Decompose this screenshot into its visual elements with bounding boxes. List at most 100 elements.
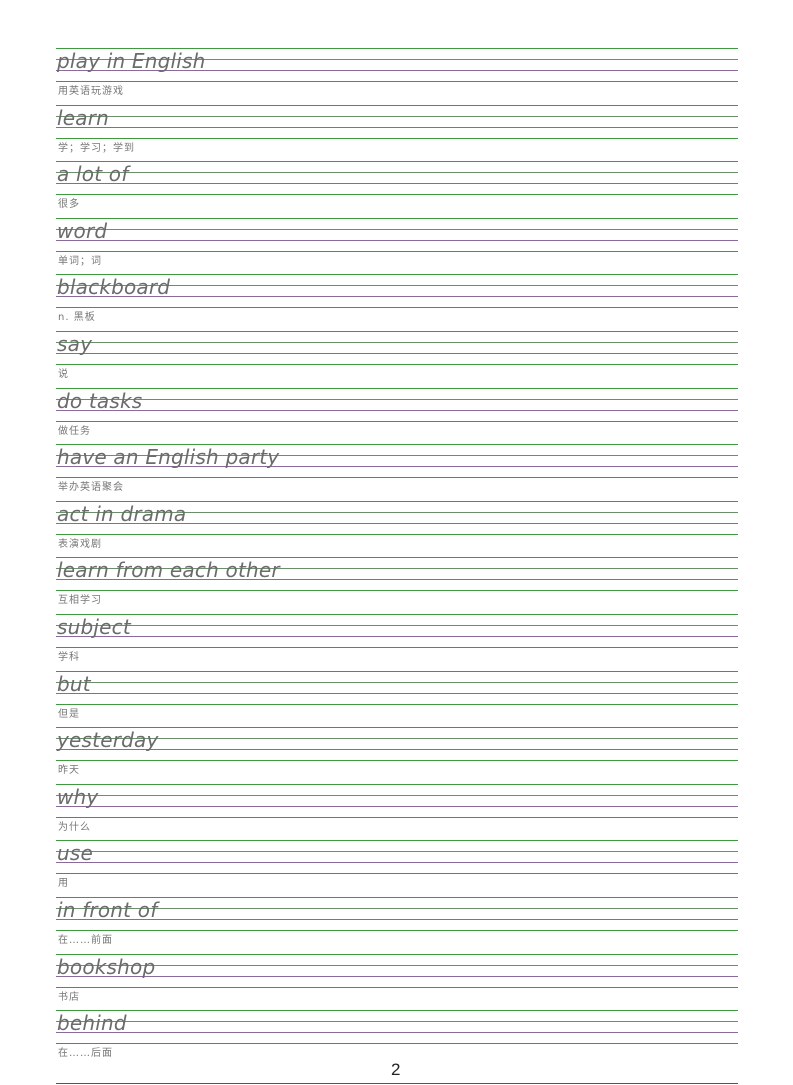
chinese-meaning: 昨天 (58, 765, 80, 777)
writing-guide-line (56, 59, 738, 60)
vocab-entry: subject 学科 (56, 614, 738, 671)
writing-guide-line (56, 70, 738, 71)
writing-guide-line (56, 840, 738, 842)
writing-guide-line (56, 557, 738, 559)
writing-guide-line (56, 816, 738, 818)
writing-guide-line (56, 727, 738, 729)
english-term: learn from each other (57, 558, 280, 583)
writing-guide-line (56, 126, 738, 128)
writing-guide-line (56, 579, 738, 581)
bottom-divider (56, 1083, 738, 1084)
writing-guide-line (56, 873, 738, 875)
writing-guide-line (56, 975, 738, 977)
chinese-meaning: 做任务 (58, 425, 91, 437)
writing-guide-line (56, 930, 738, 931)
english-term: use (57, 841, 94, 866)
writing-guide-line (56, 738, 738, 740)
chinese-meaning: 用 (58, 878, 69, 890)
writing-guide-line (56, 897, 738, 898)
writing-guide-line (56, 919, 738, 920)
writing-guide-line (56, 1043, 738, 1045)
writing-guide-line (56, 353, 738, 354)
writing-guide-line (56, 172, 738, 174)
english-term: but (57, 671, 91, 696)
vocab-entry: learn 学；学习；学到 (56, 104, 738, 162)
writing-guide-line (56, 274, 738, 276)
writing-guide-line (56, 862, 738, 864)
english-term: why (57, 784, 99, 809)
writing-guide-line (56, 398, 738, 400)
vocab-entry: a lot of 很多 (56, 161, 738, 218)
vocab-entry: but 但是 (56, 670, 738, 728)
writing-guide-line (56, 194, 738, 196)
writing-guide-line (56, 794, 738, 796)
writing-guide-line (56, 703, 738, 705)
chinese-meaning: 在……前面 (58, 935, 113, 946)
writing-guide-line (56, 590, 738, 592)
english-term: say (57, 332, 93, 356)
writing-guide-line (56, 692, 738, 694)
english-term: in front of (57, 898, 158, 922)
writing-guide-line (56, 522, 738, 524)
writing-guide-line (56, 217, 738, 219)
vocab-entry: bookshop 书店 (56, 953, 738, 1011)
writing-guide-line (56, 228, 738, 230)
chinese-meaning: 书店 (58, 991, 80, 1003)
english-term: subject (57, 615, 131, 639)
vocab-entry: use 用 (56, 840, 738, 897)
vocab-entry: yesterday 昨天 (56, 727, 738, 784)
writing-guide-line (56, 477, 738, 479)
english-term: word (57, 218, 108, 243)
english-term: act in drama (57, 501, 187, 526)
english-term: do tasks (57, 388, 143, 413)
writing-guide-line (56, 625, 738, 626)
writing-guide-line (56, 307, 738, 309)
vocab-entry: why 为什么 (56, 783, 738, 841)
writing-guide-line (56, 636, 738, 637)
english-term: blackboard (57, 275, 171, 300)
writing-guide-line (56, 647, 738, 648)
vocab-entry: blackboard n. 黑板 (56, 274, 738, 331)
writing-guide-line (56, 331, 738, 332)
english-term: play in English (57, 49, 206, 73)
chinese-meaning: 学科 (58, 652, 80, 663)
writing-guide-line (56, 964, 738, 966)
writing-guide-line (56, 533, 738, 535)
chinese-meaning: 为什么 (58, 821, 91, 833)
writing-guide-line (56, 296, 738, 298)
chinese-meaning: 用英语玩游戏 (58, 86, 124, 97)
writing-guide-line (56, 500, 738, 502)
writing-guide-line (56, 161, 738, 163)
writing-guide-line (56, 1010, 738, 1012)
chinese-meaning: 单词；词 (58, 255, 102, 267)
english-term: behind (57, 1011, 127, 1036)
writing-guide-line (56, 285, 738, 287)
writing-guide-line (56, 183, 738, 185)
writing-guide-line (56, 670, 738, 672)
chinese-meaning: 举办英语聚会 (58, 482, 124, 494)
vocab-entry: have an English party 举办英语聚会 (56, 444, 738, 501)
writing-guide-line (56, 455, 738, 457)
vocab-entry: act in drama 表演戏剧 (56, 500, 738, 558)
writing-guide-line (56, 342, 738, 343)
writing-guide-line (56, 364, 738, 365)
chinese-meaning: 学；学习；学到 (58, 142, 135, 154)
writing-guide-line (56, 250, 738, 252)
vocab-entry: behind 在……后面 (56, 1010, 738, 1067)
writing-guide-line (56, 48, 738, 49)
writing-guide-line (56, 409, 738, 411)
writing-guide-line (56, 137, 738, 139)
english-term: bookshop (57, 954, 156, 979)
chinese-meaning: 但是 (58, 708, 80, 720)
chinese-meaning: 在……后面 (58, 1048, 113, 1060)
writing-guide-line (56, 805, 738, 807)
english-term: learn (57, 105, 110, 130)
writing-guide-line (56, 614, 738, 615)
chinese-meaning: 很多 (58, 199, 80, 211)
writing-guide-line (56, 511, 738, 513)
vocab-entry: play in English 用英语玩游戏 (56, 48, 738, 105)
page-number: 2 (391, 1060, 401, 1079)
writing-guide-line (56, 239, 738, 241)
chinese-meaning: 说 (58, 369, 69, 380)
chinese-meaning: 表演戏剧 (58, 538, 102, 550)
